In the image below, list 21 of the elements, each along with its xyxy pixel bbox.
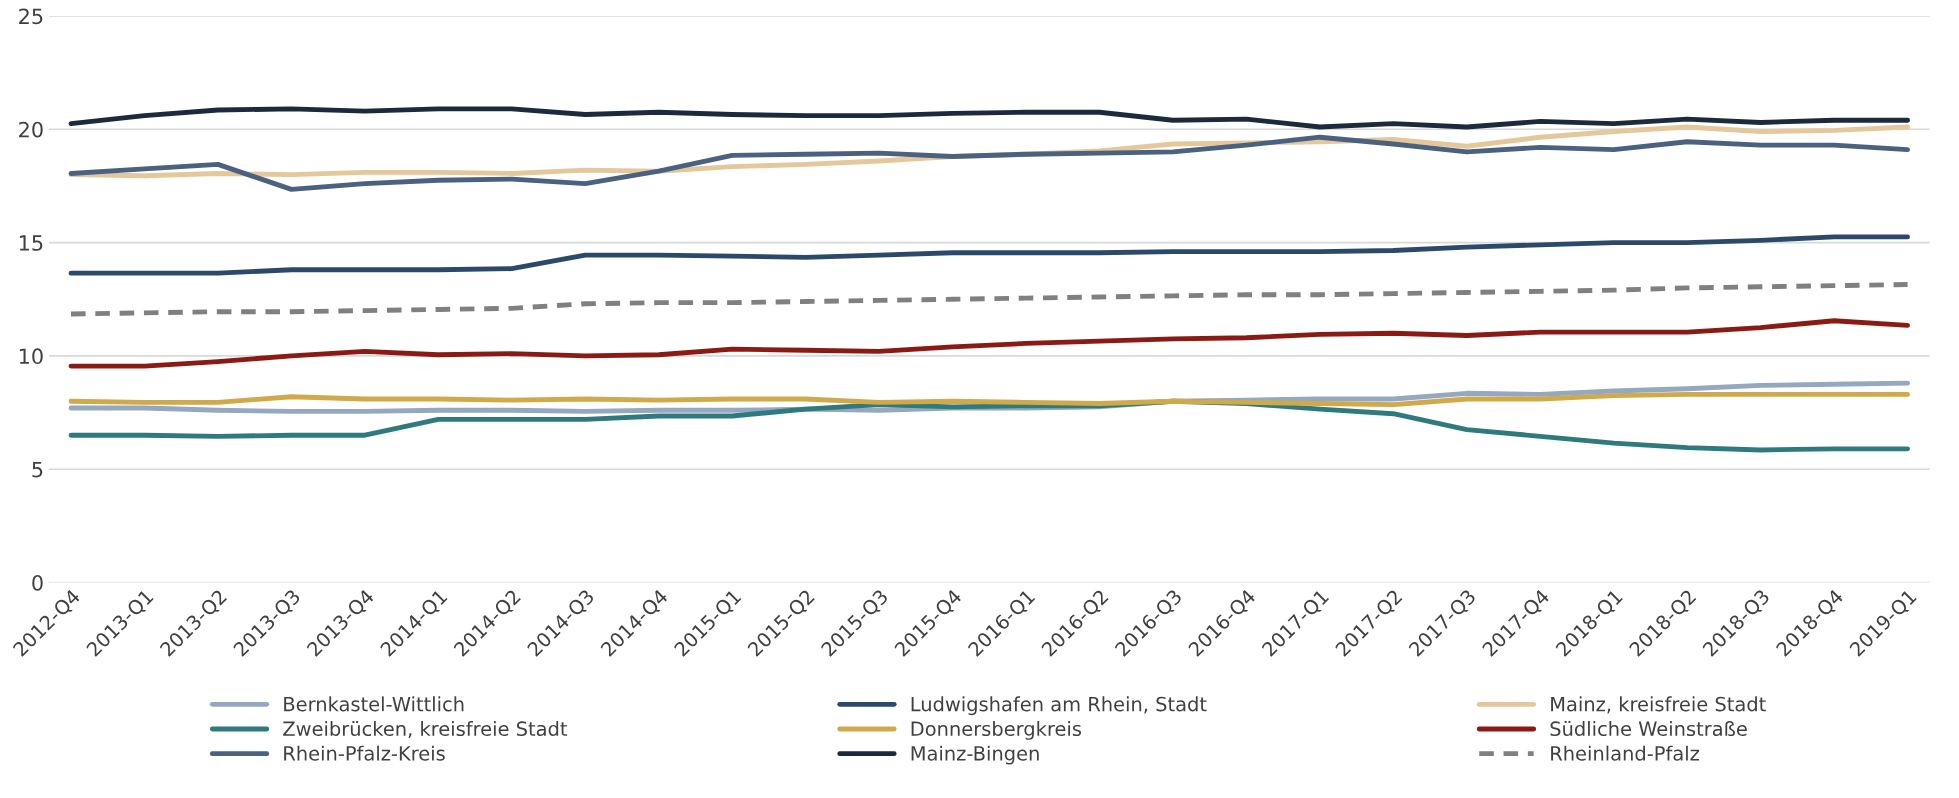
y-tick-label: 25 — [19, 8, 43, 25]
line-series — [68, 134, 1911, 192]
line-series — [68, 106, 1911, 130]
legend-label: Mainz-Bingen — [911, 745, 1039, 765]
legend-label: Bernkastel-Wittlich — [284, 696, 464, 712]
line-series — [68, 282, 1911, 317]
legend-label: Mainz, kreisfreie Stadt — [1551, 696, 1766, 714]
line-series — [68, 234, 1911, 276]
legend-label: Ludwigshafen am Rhein, Stadt — [911, 696, 1207, 716]
y-tick-label: 0 — [32, 574, 43, 591]
y-tick-label: 20 — [19, 121, 43, 138]
legend-label: Donnersbergkreis — [911, 721, 1082, 740]
y-tick-label: 10 — [19, 348, 43, 365]
legend-label: Südliche Weinstraße — [1550, 721, 1747, 737]
legend-label: Zweibrücken, kreisfreie Stadt — [283, 721, 568, 739]
line-series — [68, 392, 1911, 408]
y-tick-label: 5 — [32, 461, 43, 478]
line-series — [68, 318, 1911, 369]
y-tick-label: 15 — [19, 235, 43, 251]
legend-label: Rhein-Pfalz-Kreis — [284, 745, 445, 761]
legend-label: Rheinland-Pfalz — [1551, 745, 1700, 761]
